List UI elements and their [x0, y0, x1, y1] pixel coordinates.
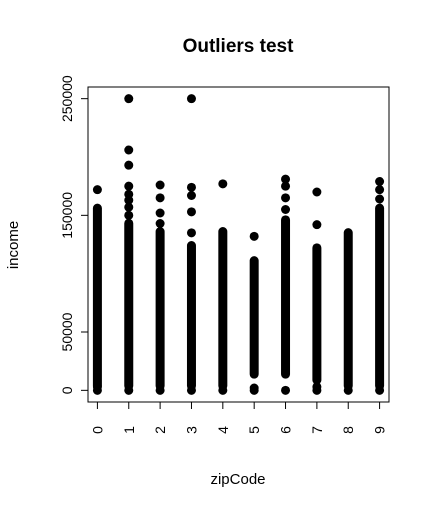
data-point [187, 94, 196, 103]
y-tick-label: 50000 [59, 312, 75, 351]
data-point [312, 188, 321, 197]
x-tick-label: 3 [183, 426, 199, 434]
data-point [312, 382, 321, 391]
x-axis-label: zipCode [210, 471, 265, 488]
data-point [375, 185, 384, 194]
data-point [375, 177, 384, 186]
zip-7-points [312, 188, 321, 395]
data-point [124, 94, 133, 103]
data-point [156, 219, 165, 228]
zip-8-dense-points [344, 228, 353, 390]
zip-6-points [281, 175, 290, 395]
data-point [187, 228, 196, 237]
data-point [187, 183, 196, 192]
data-point [124, 211, 133, 220]
data-point [156, 209, 165, 218]
zip-9-dense-points [375, 204, 384, 391]
y-tick-label: 150000 [59, 192, 75, 239]
x-tick-label: 2 [152, 426, 168, 434]
data-point [281, 386, 290, 395]
data-point [218, 179, 227, 188]
data-point [250, 232, 259, 241]
zip-2-points [156, 181, 165, 395]
data-point [281, 175, 290, 184]
data-point [187, 191, 196, 200]
zip-1-points [124, 94, 133, 395]
chart-title: Outliers test [183, 36, 295, 57]
zip-2-dense-points [156, 227, 165, 390]
data-point [124, 146, 133, 155]
zip-5-points [250, 232, 259, 395]
data-point [93, 185, 102, 194]
data-point [281, 205, 290, 214]
x-axis: 0 1 2 3 4 5 6 7 8 9 [89, 402, 387, 434]
data-point [187, 386, 196, 395]
data-point [124, 182, 133, 191]
data-point [156, 181, 165, 190]
zip-3-points [187, 94, 196, 395]
x-tick-label: 5 [246, 426, 262, 434]
data-point [187, 207, 196, 216]
data-point [124, 386, 133, 395]
y-tick-label: 250000 [59, 75, 75, 122]
data-point [375, 386, 384, 395]
data-point [218, 386, 227, 395]
data-point [344, 386, 353, 395]
zip-0-points [93, 185, 102, 395]
x-tick-label: 8 [340, 426, 356, 434]
data-point [156, 386, 165, 395]
data-point [312, 220, 321, 229]
data-point [124, 190, 133, 199]
zip-9-points [375, 177, 384, 395]
x-tick-label: 7 [309, 426, 325, 434]
y-tick-label: 0 [59, 386, 75, 394]
zip-6-dense-points [281, 215, 290, 378]
y-axis: 0 50000 150000 250000 [59, 75, 88, 394]
zip-8-points [344, 228, 353, 395]
x-tick-label: 4 [215, 426, 231, 434]
zip-0-dense-points [93, 204, 102, 391]
data-point [250, 384, 259, 393]
zip-4-points [218, 179, 227, 395]
x-tick-label: 9 [372, 426, 388, 434]
y-axis-label: income [5, 221, 22, 269]
data-point [375, 195, 384, 204]
x-tick-label: 0 [89, 426, 105, 434]
data-point [93, 382, 102, 391]
data-point [156, 193, 165, 202]
data-point [281, 193, 290, 202]
data-points [93, 94, 384, 395]
zip-1-dense-points [124, 219, 133, 390]
zip-3-dense-points [187, 241, 196, 390]
x-tick-label: 6 [278, 426, 294, 434]
zip-5-dense-points [250, 256, 259, 379]
x-tick-label: 1 [121, 426, 137, 434]
zip-4-dense-points [218, 227, 227, 390]
zip-7-dense-points [312, 243, 321, 384]
data-point [124, 161, 133, 170]
